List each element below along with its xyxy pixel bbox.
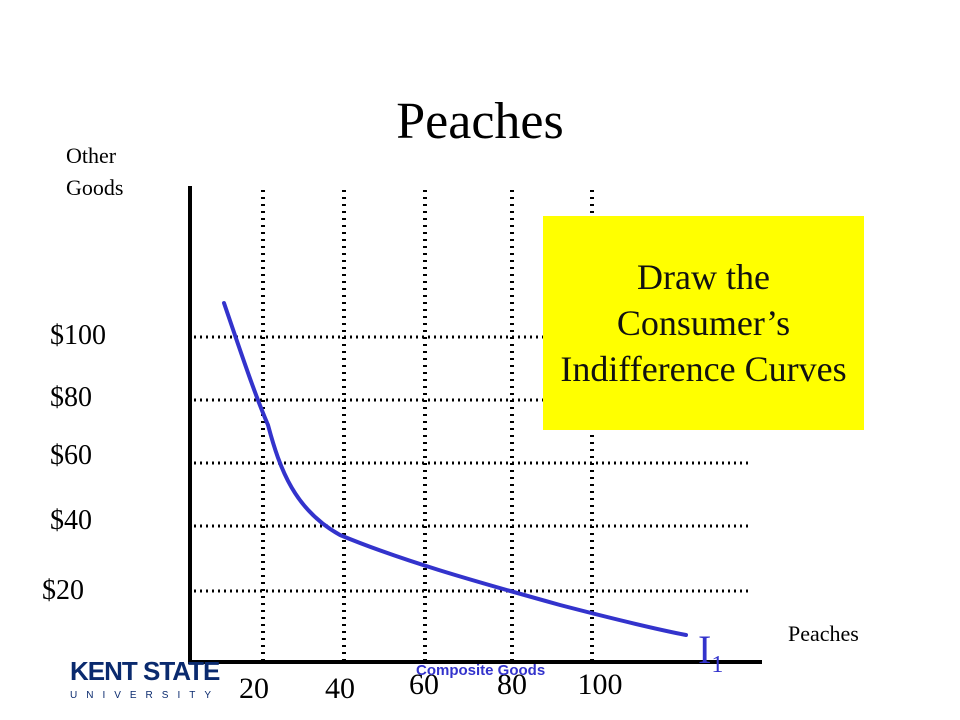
callout-text: Draw the Consumer’s Indifference Curves bbox=[560, 257, 847, 389]
logo-name: KENT STATE bbox=[70, 656, 220, 686]
y-tick-60: $60 bbox=[50, 440, 92, 471]
x-tick-40: 40 bbox=[325, 672, 355, 705]
curve-label-main: I bbox=[698, 627, 712, 672]
logo-sub: UNIVERSITY bbox=[70, 690, 221, 701]
footer-caption: Composite Goods bbox=[416, 662, 546, 679]
x-tick-20: 20 bbox=[239, 672, 269, 705]
y-tick-40: $40 bbox=[50, 505, 92, 536]
x-tick-60: 60 bbox=[409, 668, 439, 701]
callout-box: Draw the Consumer’s Indifference Curves bbox=[543, 216, 864, 430]
y-axis-label: Other Goods bbox=[66, 140, 123, 204]
curve-label-i1: I1 bbox=[698, 628, 723, 687]
university-logo: KENT STATE UNIVERSITY bbox=[70, 654, 240, 710]
y-tick-80: $80 bbox=[50, 382, 92, 413]
x-tick-100: 100 bbox=[577, 668, 623, 701]
curve-label-sub: 1 bbox=[711, 652, 724, 678]
y-axis-label-line-1: Other bbox=[66, 143, 117, 168]
x-tick-80: 80 bbox=[497, 668, 527, 701]
x-axis-label: Peaches bbox=[788, 621, 859, 646]
y-tick-20: $20 bbox=[42, 575, 84, 606]
indifference-curve-i1 bbox=[222, 301, 688, 637]
y-tick-100: $100 bbox=[50, 320, 106, 351]
y-axis-label-line-2: Goods bbox=[66, 175, 124, 200]
slide-title: Peaches bbox=[396, 93, 564, 150]
